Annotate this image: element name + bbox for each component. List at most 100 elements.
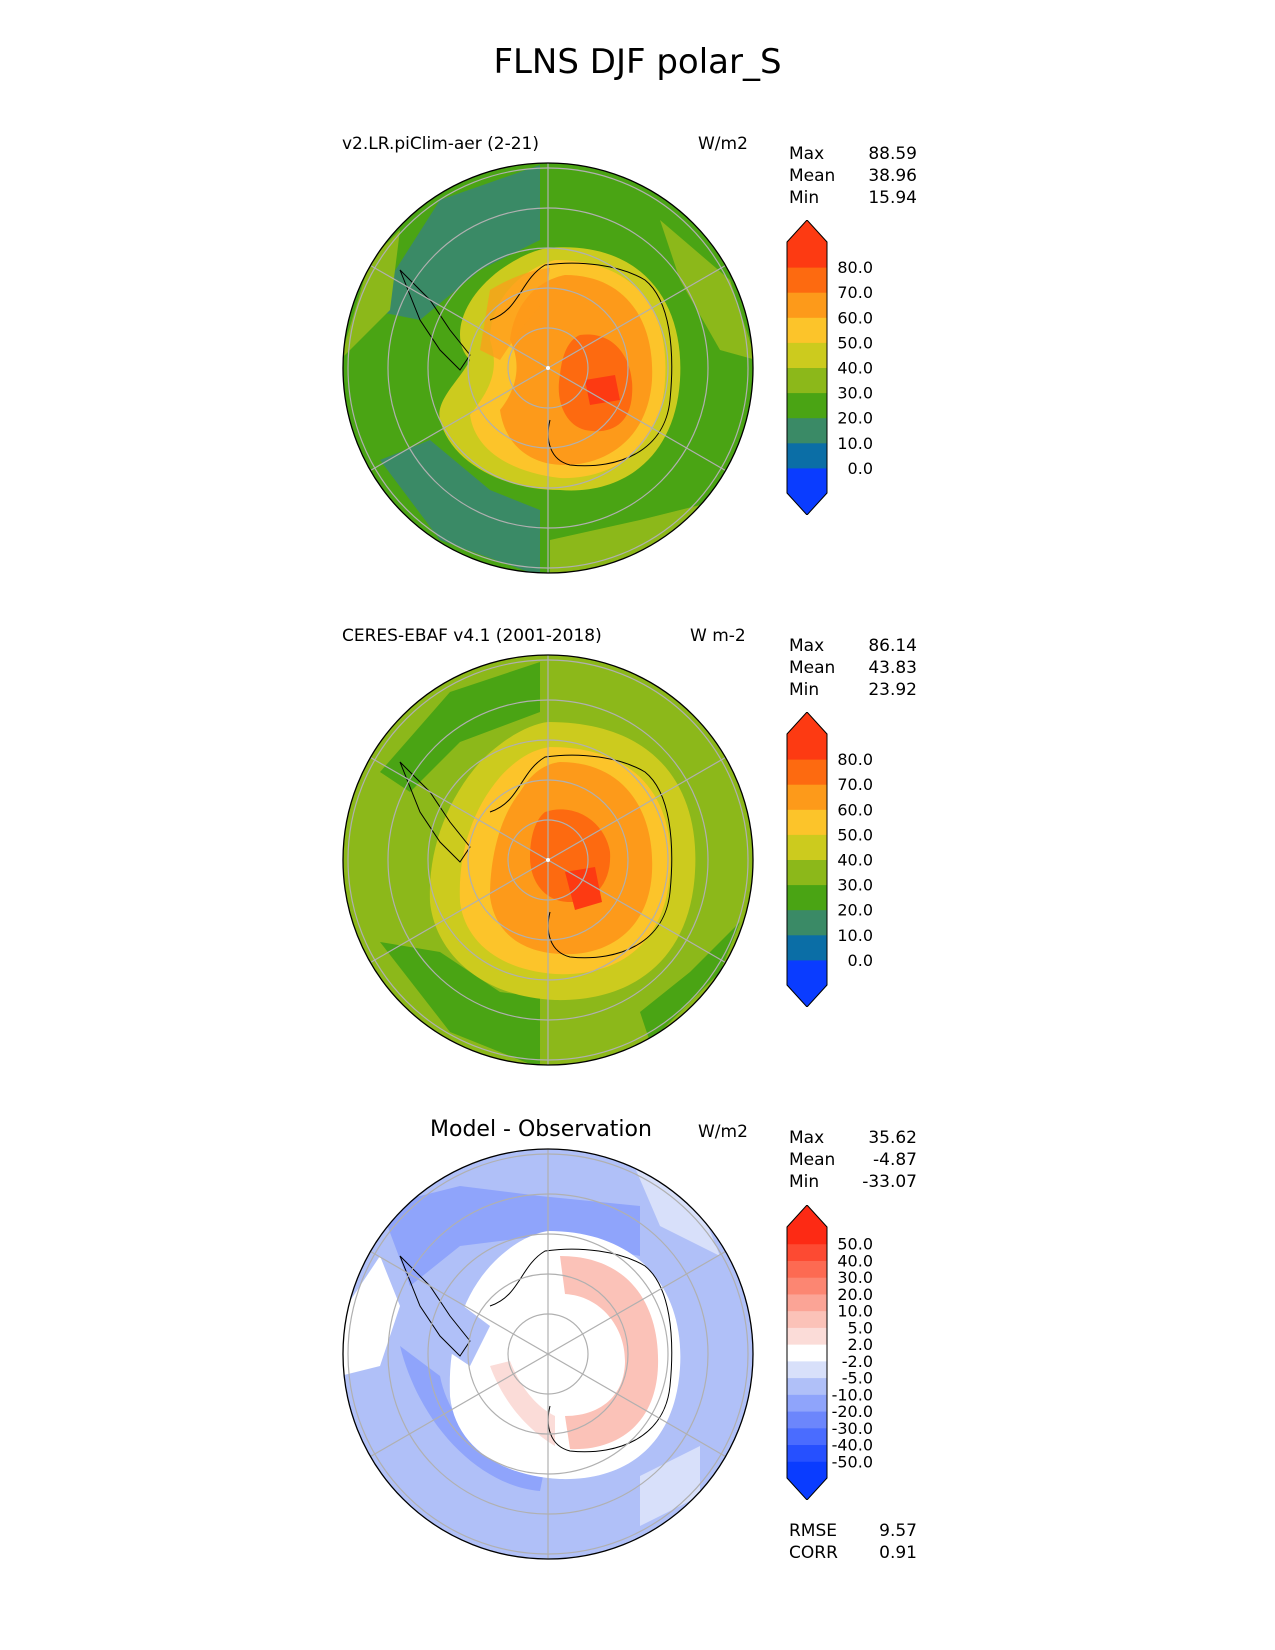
colorbar-tick-label: -40.0 (832, 1436, 873, 1455)
colorbar-tick-label: 10.0 (837, 434, 873, 453)
polar-map-test (342, 162, 754, 574)
stat-value: 88.59 (868, 144, 917, 164)
colorbar-segment (787, 267, 827, 293)
colorbar-segment (787, 909, 827, 936)
colorbar-tick-label: -50.0 (832, 1452, 873, 1471)
colorbar-tick-label: 50.0 (837, 1235, 873, 1254)
stats-diff: Max 35.62 Mean -4.87 Min -33.07 (789, 1127, 917, 1193)
colorbar-outline (786, 1205, 828, 1500)
colorbar-tick-label: 60.0 (837, 800, 873, 819)
colorbar-segment (787, 292, 827, 318)
colorbar-segment (787, 1427, 827, 1446)
stat-value: 43.83 (868, 658, 917, 678)
metric-value: 0.91 (879, 1543, 917, 1563)
colorbar-tick-label: 2.0 (848, 1335, 873, 1354)
colorbar-tick-label: -10.0 (832, 1385, 873, 1404)
colorbar-segment (787, 1444, 827, 1462)
stat-label: Max (789, 1128, 825, 1148)
colorbar-segment (787, 959, 827, 986)
colorbar-segment (787, 1344, 827, 1362)
stat-label: Mean (789, 166, 836, 186)
stat-value: 86.14 (868, 636, 917, 656)
colorbar-segment (787, 242, 827, 268)
colorbar-segment (787, 1461, 827, 1479)
colorbar-segment (787, 1310, 827, 1328)
colorbar-segment (787, 1394, 827, 1412)
stat-value: 15.94 (868, 188, 917, 208)
colorbar-segment (787, 417, 827, 444)
stat-value: 38.96 (868, 166, 917, 186)
colorbar-extend-max (787, 1205, 827, 1227)
colorbar-tick-label: 80.0 (837, 750, 873, 769)
colorbar-segment (787, 1260, 827, 1278)
stat-value: 23.92 (868, 680, 917, 700)
colorbar-tick-label: 30.0 (837, 384, 873, 403)
colorbar-segment (787, 1377, 827, 1395)
colorbar-outline (786, 220, 828, 515)
colorbar-tick-label: -2.0 (842, 1352, 873, 1371)
units-diff: W/m2 (698, 1122, 748, 1142)
stat-value: 35.62 (868, 1128, 917, 1148)
colorbar-segment (787, 1243, 827, 1261)
stat-value: -33.07 (862, 1172, 917, 1192)
colorbar-extend-max (787, 712, 827, 734)
colorbar-segment (787, 1227, 827, 1245)
colorbar-segment (787, 859, 827, 886)
polar-map-diff (342, 1148, 754, 1560)
colorbar-segment (787, 1327, 827, 1345)
colorbar-outline (786, 712, 828, 1007)
colorbar-segment (787, 759, 827, 785)
stat-label: Max (789, 636, 825, 656)
colorbar-segment (787, 1293, 827, 1312)
colorbar-segment (787, 467, 827, 494)
units-ref: W m-2 (690, 626, 746, 646)
colorbar-tick-label: 5.0 (848, 1318, 873, 1337)
colorbar-segment (787, 1360, 827, 1379)
colorbar-segment (787, 934, 827, 961)
colorbar-tick-label: 70.0 (837, 775, 873, 794)
colorbar-segment (787, 1411, 827, 1429)
colorbar-segment (787, 442, 827, 469)
stat-label: Max (789, 144, 825, 164)
colorbar-tick-label: -30.0 (832, 1419, 873, 1438)
metric-label: CORR (789, 1543, 838, 1563)
colorbar-segment (787, 1277, 827, 1295)
colorbar-extend-min (787, 1478, 827, 1500)
stat-label: Min (789, 1172, 820, 1192)
polar-map-ref (342, 654, 754, 1066)
colorbar-segment (787, 367, 827, 394)
colorbar-tick-label: 50.0 (837, 825, 873, 844)
colorbar-tick-label: 20.0 (837, 901, 873, 920)
units-test: W/m2 (698, 134, 748, 154)
colorbar-segment (787, 342, 827, 368)
stat-label: Mean (789, 1150, 836, 1170)
stat-label: Min (789, 188, 820, 208)
colorbar-tick-label: 80.0 (837, 258, 873, 277)
colorbar-tick-label: 20.0 (837, 409, 873, 428)
colorbar-tick-label: 40.0 (837, 851, 873, 870)
colorbar-tick-label: 10.0 (837, 1302, 873, 1321)
stat-label: Min (789, 680, 820, 700)
colorbar-segment (787, 734, 827, 760)
metric-label: RMSE (789, 1521, 838, 1541)
stats-test: Max 88.59 Mean 38.96 Min 15.94 (789, 143, 917, 209)
colorbar-tick-label: 70.0 (837, 283, 873, 302)
colorbar-segment (787, 784, 827, 810)
colorbar-tick-label: 20.0 (837, 1285, 873, 1304)
colorbar-segment (787, 884, 827, 911)
colorbar-tick-label: 30.0 (837, 876, 873, 895)
colorbar-tick-label: 0.0 (848, 459, 873, 478)
colorbar-test: 80.0 70.0 60.0 50.0 40.0 30.0 20.0 10.0 0.0 (786, 220, 873, 515)
colorbar-segment (787, 317, 827, 343)
colorbar-segment (787, 834, 827, 860)
colorbar-ref: 80.0 70.0 60.0 50.0 40.0 30.0 20.0 10.0 0.0 (786, 712, 873, 1007)
colorbar-tick-label: -5.0 (842, 1369, 873, 1388)
colorbar-tick-label: 50.0 (837, 333, 873, 352)
colorbar-tick-label: 0.0 (848, 951, 873, 970)
figure-title: FLNS DJF polar_S (493, 42, 782, 82)
colorbar-diff: 50.040.030.020.010.05.02.0-2.0-5.0-10.0-… (786, 1205, 873, 1500)
metrics-diff: RMSE 9.57 CORR 0.91 (789, 1520, 917, 1564)
colorbar-extend-min (787, 985, 827, 1007)
colorbar-extend-min (787, 493, 827, 515)
metric-value: 9.57 (879, 1521, 917, 1541)
